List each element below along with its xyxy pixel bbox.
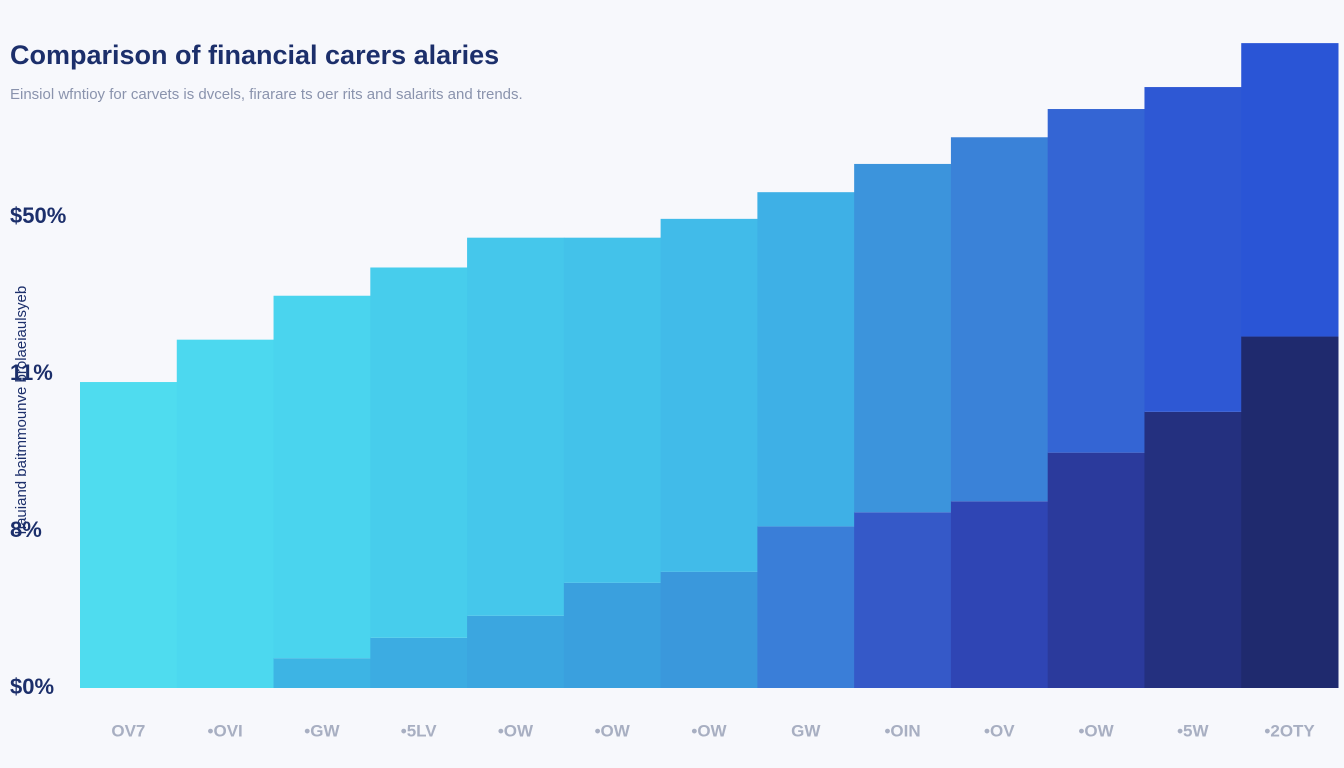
y-tick-label: 8% [10, 517, 42, 542]
x-tick-label: •OW [691, 721, 727, 740]
x-tick-label: •GW [304, 721, 340, 740]
x-tick-label: •OW [595, 721, 631, 740]
x-tick-label: •5W [1177, 721, 1209, 740]
bar-segment [80, 382, 178, 688]
y-axis-label: hauiand baitmmounve brolaeiaulsyeb [13, 286, 30, 535]
y-tick-label: $0% [10, 674, 54, 699]
bar-segment [370, 267, 468, 638]
bar-segment [660, 218, 758, 572]
bar-segment [660, 571, 758, 688]
bar-segment [1144, 411, 1242, 688]
bar-segment [467, 615, 565, 688]
x-tick-label: •OIN [884, 721, 920, 740]
bar-segment [467, 237, 565, 616]
bar-segment [1241, 43, 1339, 337]
bar-segment [854, 163, 952, 513]
x-tick-label: •2OTY [1264, 721, 1315, 740]
x-tick-label: •OVI [208, 721, 243, 740]
y-tick-label: 11% [10, 360, 53, 385]
bar-segment [563, 237, 662, 583]
chart-title: Comparison of financial carers alaries [10, 40, 499, 70]
chart-subtitle: Einsiol wfntioy for carvets is dvcels, f… [10, 86, 523, 103]
x-tick-label: •OW [1078, 721, 1114, 740]
bar-segment [854, 512, 952, 688]
bar-segment [757, 192, 855, 527]
bar-segment [1047, 452, 1145, 688]
bar-segment [1241, 336, 1339, 688]
bar-segment [757, 526, 855, 688]
bar-segment [950, 137, 1049, 502]
x-tick-label: •5LV [401, 721, 438, 740]
bar-segment [273, 658, 371, 688]
bar-segment [950, 501, 1049, 688]
bar-segment [1144, 87, 1242, 412]
bar-segment [273, 295, 371, 659]
x-tick-label: GW [791, 721, 821, 740]
x-tick-label: •OW [498, 721, 534, 740]
bar-segment [563, 582, 662, 688]
x-tick-label: OV7 [111, 721, 145, 740]
x-tick-label: •OV [984, 721, 1015, 740]
y-tick-label: $50% [10, 203, 66, 228]
bar-segment [1047, 109, 1145, 453]
bar-segment [176, 339, 275, 688]
bar-segment [370, 637, 468, 688]
